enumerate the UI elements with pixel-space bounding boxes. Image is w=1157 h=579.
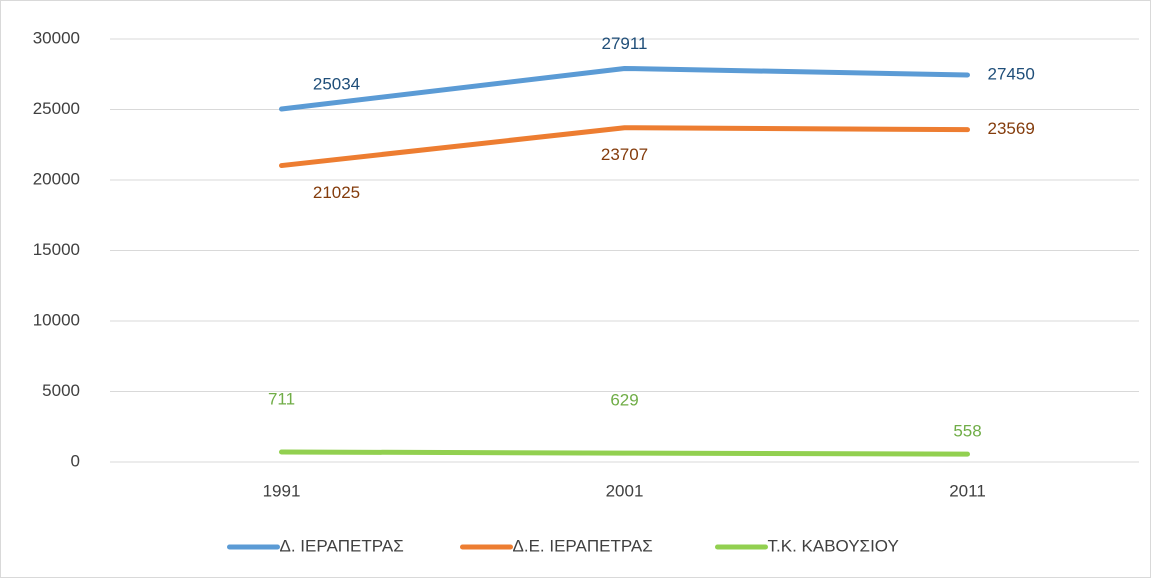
x-tick-label: 2011 <box>949 481 986 500</box>
data-label: 23569 <box>988 119 1035 138</box>
data-label: 629 <box>610 391 638 410</box>
y-tick-label: 30000 <box>33 28 80 47</box>
data-label: 711 <box>268 389 295 408</box>
y-tick-label: 10000 <box>33 310 80 329</box>
series-line <box>279 125 970 169</box>
legend-label: Δ.Ε. ΙΕΡΑΠΕΤΡΑΣ <box>513 536 653 555</box>
y-tick-label: 25000 <box>33 99 80 118</box>
data-label: 23707 <box>601 145 648 164</box>
y-tick-label: 15000 <box>33 240 80 259</box>
legend: Δ. ΙΕΡΑΠΕΤΡΑΣ Δ.Ε. ΙΕΡΑΠΕΤΡΑΣ Τ.Κ. ΚΑΒΟΥΣΙ… <box>227 536 899 555</box>
data-label: 21025 <box>313 183 360 202</box>
series-line <box>279 449 970 457</box>
data-label: 27450 <box>988 64 1035 83</box>
y-tick-label: 20000 <box>33 169 80 188</box>
legend-label: Τ.Κ. ΚΑΒΟΥΣΙΟΥ <box>768 536 899 555</box>
data-label: 25034 <box>313 75 360 94</box>
series-line <box>279 65 970 112</box>
x-tick-label: 2001 <box>606 481 644 500</box>
y-tick-label: 5000 <box>42 381 80 400</box>
y-tick-label: 0 <box>71 451 80 470</box>
data-label: 558 <box>953 422 981 441</box>
data-label: 27911 <box>601 34 647 53</box>
x-tick-label: 1991 <box>263 481 301 500</box>
legend-label: Δ. ΙΕΡΑΠΕΤΡΑΣ <box>280 536 404 555</box>
